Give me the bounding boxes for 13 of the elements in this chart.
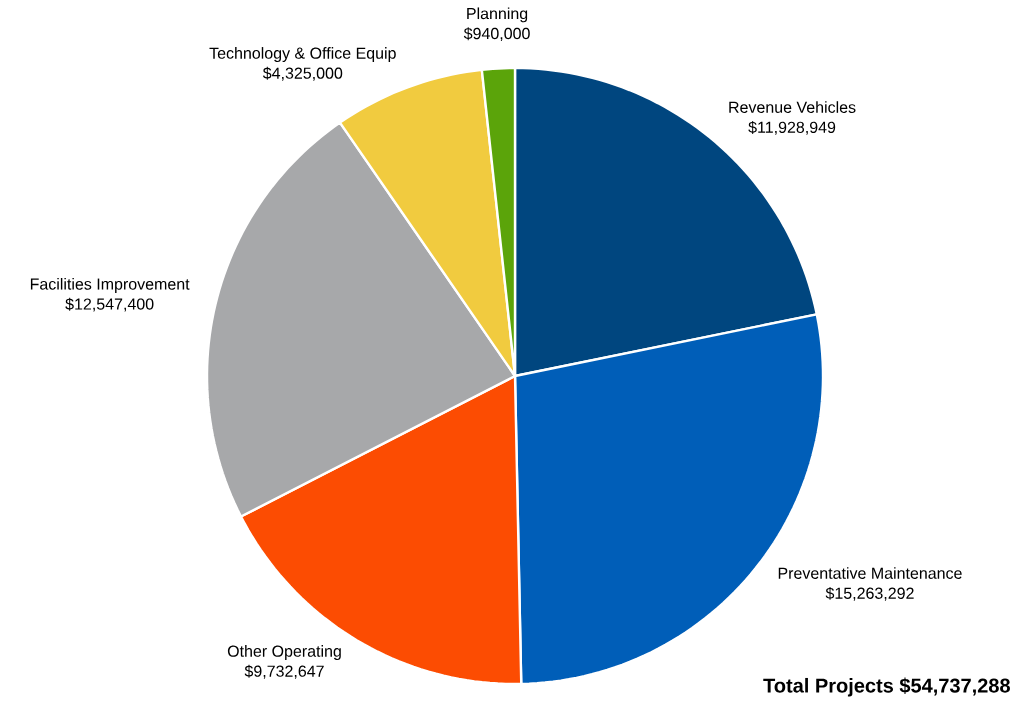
slice-label: Technology & Office Equip: [209, 47, 396, 62]
data-label: $4,325,000: [262, 66, 343, 81]
data-label: $15,263,292: [825, 586, 914, 601]
data-label: $9,732,647: [244, 664, 324, 679]
slice-label: Preventative Maintenance: [778, 567, 962, 579]
text: Total Projects $54,737,288: [763, 677, 1010, 697]
data-label: $11,928,949: [748, 120, 836, 135]
slice-label: Other Operating: [227, 645, 341, 660]
slice-label: Planning: [467, 7, 528, 23]
slice-label: Facilities Improvement: [30, 277, 190, 293]
data-label: $12,547,400: [65, 297, 154, 312]
slice-label: Revenue Vehicles: [729, 101, 856, 113]
data-label: $940,000: [463, 27, 530, 42]
